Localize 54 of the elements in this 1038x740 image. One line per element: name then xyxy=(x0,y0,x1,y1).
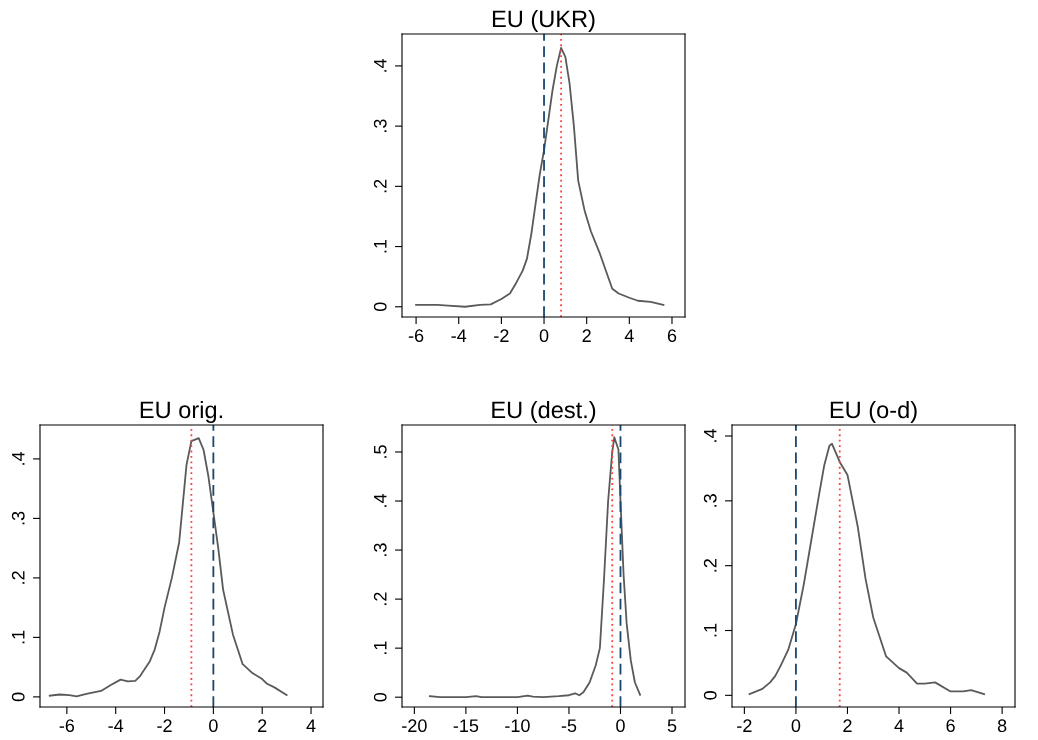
x-tick-label: 4 xyxy=(894,719,904,732)
line-series xyxy=(48,437,288,698)
y-tick-label: .3 xyxy=(703,494,717,507)
y-tick-label: .4 xyxy=(374,494,387,507)
y-tick-label: .2 xyxy=(373,179,387,193)
x-tick-label: -20 xyxy=(402,719,427,733)
y-tick-label: .2 xyxy=(11,571,25,584)
x-tick-label: 0 xyxy=(616,719,625,733)
x-tick-label: 5 xyxy=(667,719,677,733)
y-tick-label: .3 xyxy=(373,543,387,556)
x-tick-label: 2 xyxy=(843,719,852,732)
y-tick-label: .5 xyxy=(374,445,387,458)
x-tick-label: -4 xyxy=(451,329,467,342)
x-tick-label: -5 xyxy=(561,719,577,733)
x-tick-label: 0 xyxy=(209,719,218,733)
x-tick-label: 2 xyxy=(582,329,591,342)
x-tick-label: 0 xyxy=(539,329,549,343)
x-tick-label: 4 xyxy=(624,329,634,342)
x-tick-label: -6 xyxy=(408,329,424,343)
x-tick-label: 0 xyxy=(791,719,801,733)
y-tick-label: .2 xyxy=(703,559,717,572)
y-tick-label: .4 xyxy=(12,451,25,465)
y-tick-label: .4 xyxy=(374,58,387,72)
x-tick-label: -2 xyxy=(157,719,172,732)
chart-title: EU orig. xyxy=(140,400,222,423)
x-tick-label: -10 xyxy=(505,719,530,733)
y-tick-label: .1 xyxy=(374,641,387,655)
x-tick-label: 8 xyxy=(997,719,1007,733)
chart-title: EU (o-d) xyxy=(830,400,917,423)
y-tick-label: .1 xyxy=(12,630,25,644)
y-tick-label: 0 xyxy=(373,692,387,702)
y-tick-label: .1 xyxy=(704,623,717,637)
line-series xyxy=(428,436,641,699)
line-series xyxy=(748,442,985,695)
y-tick-label: .3 xyxy=(373,119,387,133)
chart-title: EU (dest.) xyxy=(492,400,596,423)
x-tick-label: 4 xyxy=(306,719,316,732)
x-tick-label: -2 xyxy=(494,329,509,342)
x-tick-label: -6 xyxy=(59,719,75,733)
chart-title: EU (UKR) xyxy=(492,9,595,32)
y-tick-label: .4 xyxy=(704,429,717,442)
y-tick-label: 0 xyxy=(703,691,717,700)
y-tick-label: .1 xyxy=(374,239,387,253)
y-tick-label: 0 xyxy=(373,302,387,312)
x-tick-label: 6 xyxy=(667,329,677,343)
y-tick-label: .3 xyxy=(11,511,25,525)
y-tick-label: 0 xyxy=(11,692,25,702)
y-tick-label: .2 xyxy=(373,592,387,605)
x-tick-label: -2 xyxy=(737,719,752,732)
x-tick-label: -15 xyxy=(453,719,479,733)
x-tick-label: -4 xyxy=(108,719,124,732)
line-series xyxy=(415,46,665,308)
x-tick-label: 2 xyxy=(258,719,267,732)
x-tick-label: 6 xyxy=(946,719,955,733)
